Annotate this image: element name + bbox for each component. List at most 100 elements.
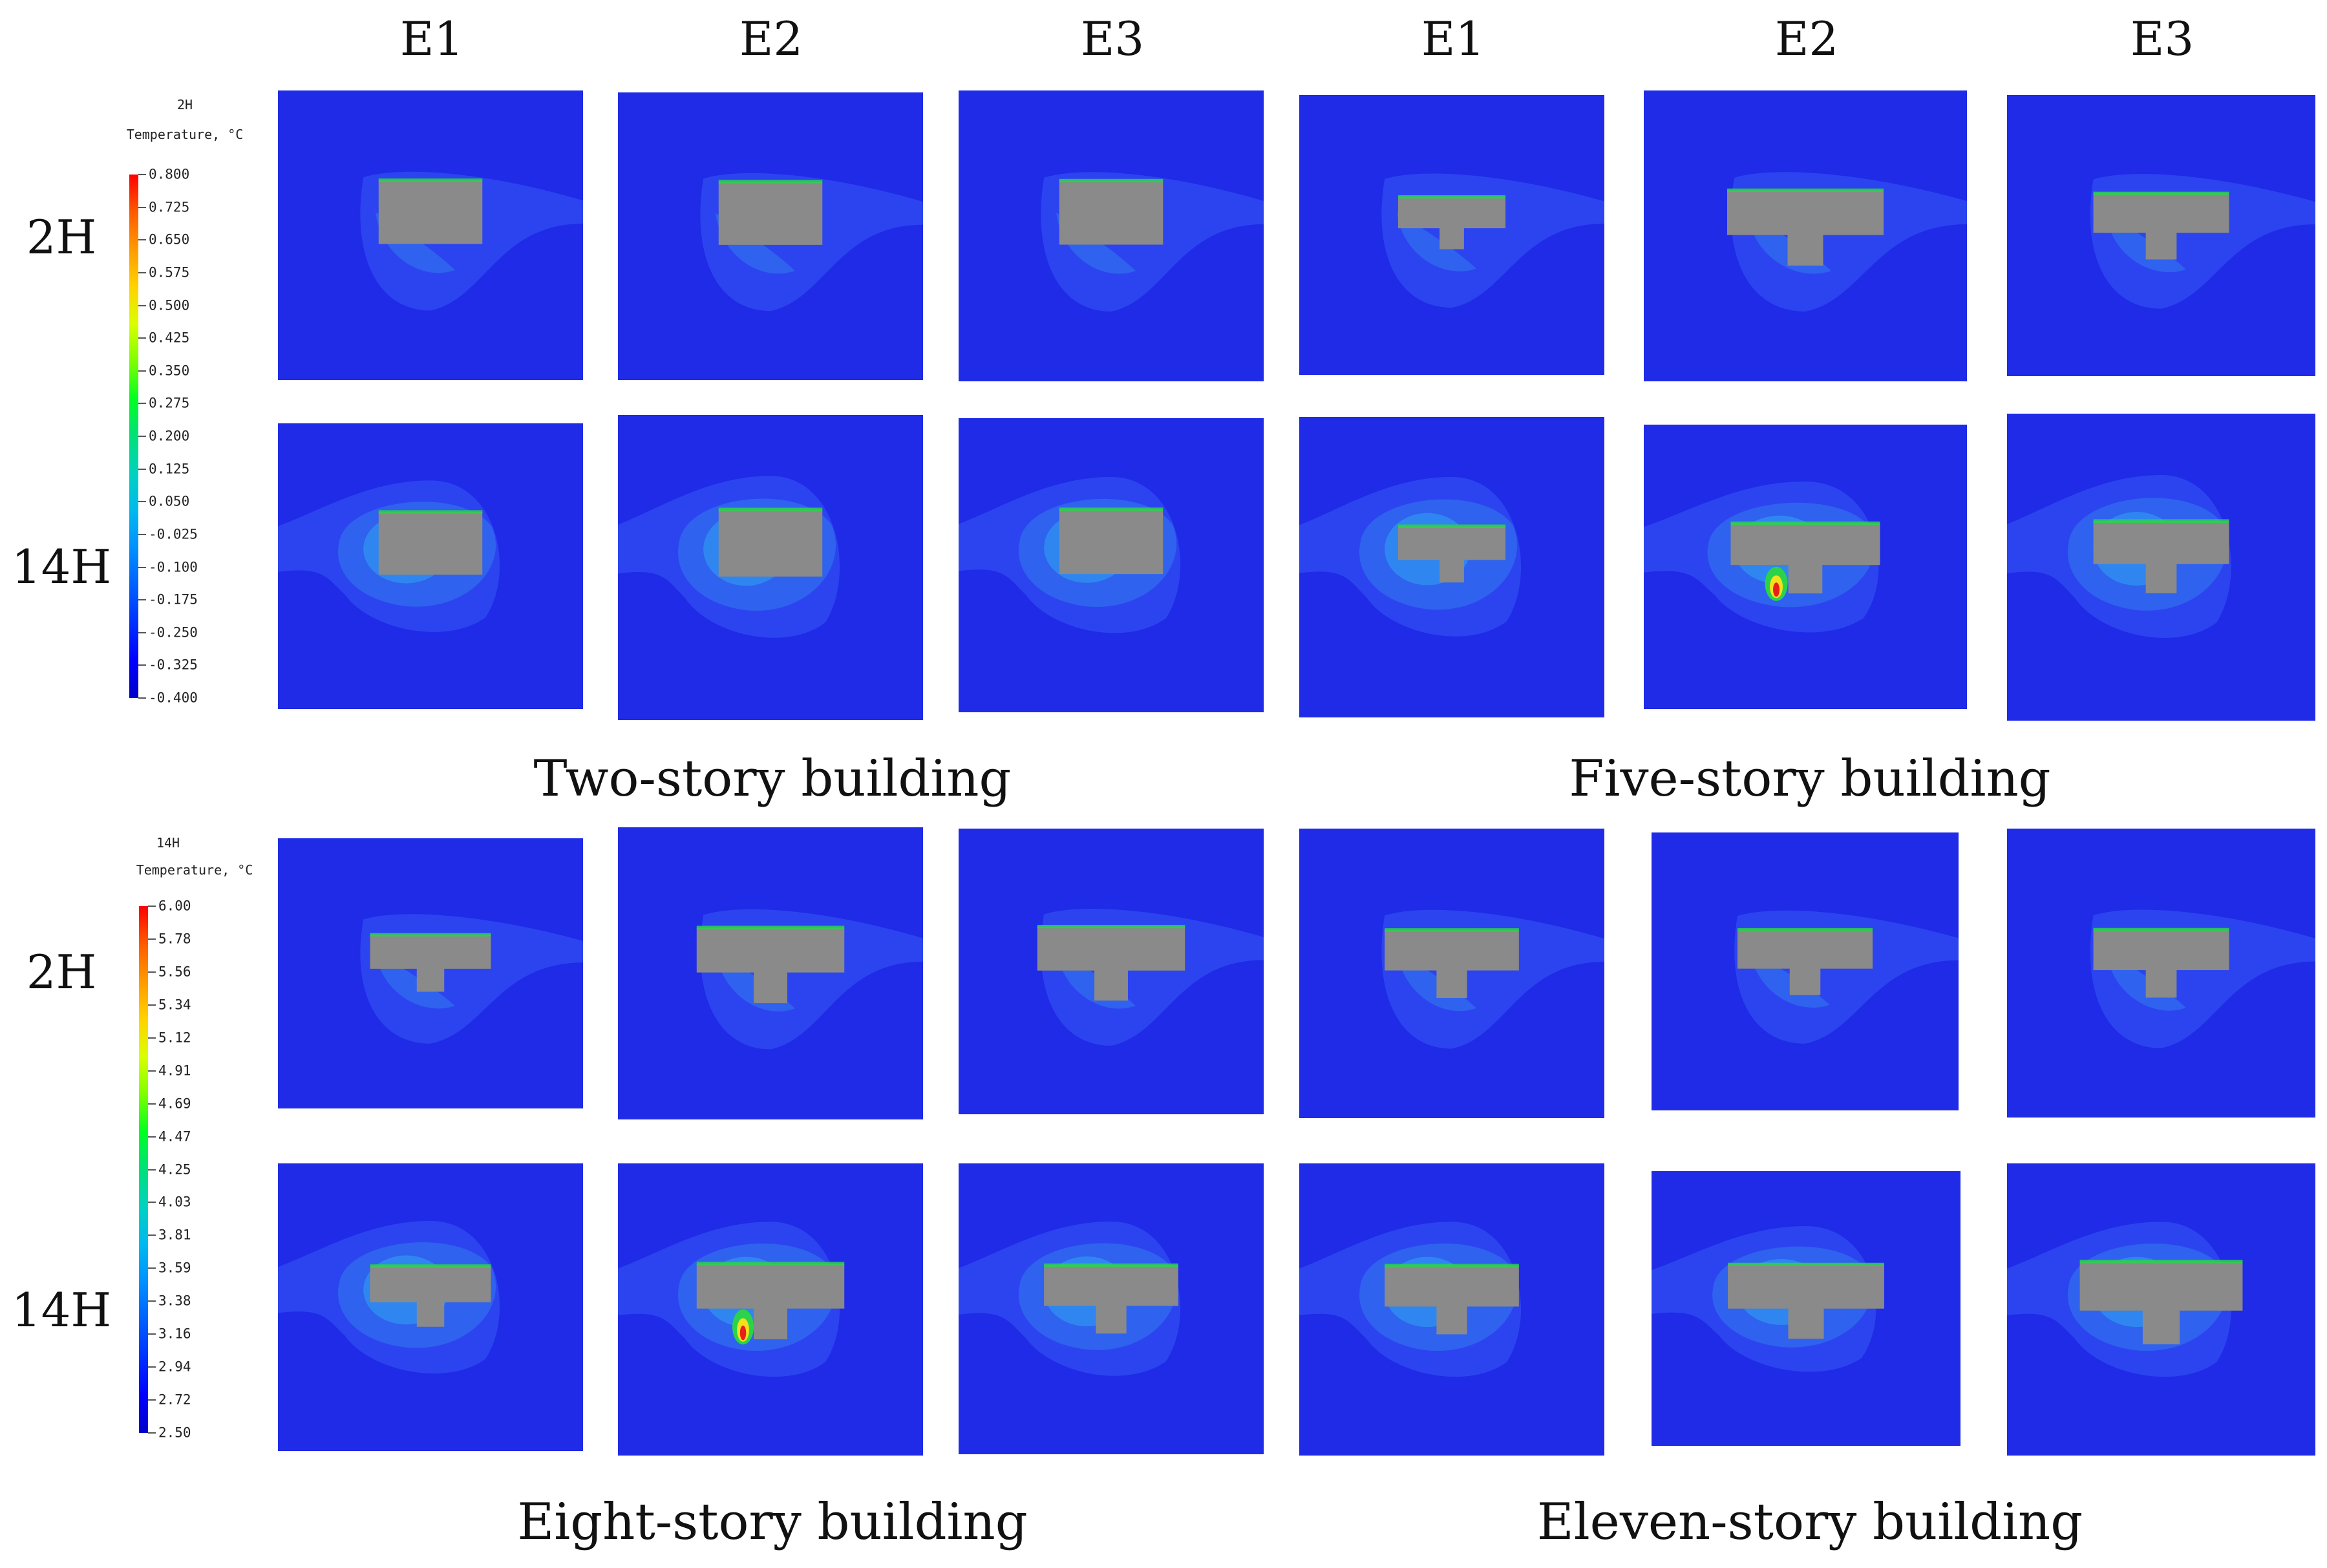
caption-eleven-story: Eleven-story building (1536, 1493, 2083, 1551)
legend-tick (148, 1070, 156, 1072)
hot-edge (2093, 191, 2229, 195)
legend-tick (138, 206, 146, 208)
contour-panel-two-story-2h-e1 (278, 90, 583, 380)
hot-edge (370, 933, 491, 937)
legend-tick-label: 0.350 (149, 363, 190, 379)
column-header-e1-left: E1 (399, 12, 464, 66)
legend-tick (148, 1234, 156, 1236)
hot-spot-red (739, 1325, 747, 1340)
contour-panel-eleven-story-2h-e1 (1299, 829, 1604, 1118)
legend-tick-label: 2.94 (158, 1359, 191, 1375)
building-footprint (370, 1266, 491, 1302)
hot-edge (696, 926, 845, 929)
contour-panel-eleven-story-2h-e3 (2007, 829, 2315, 1118)
building-wing (1789, 967, 1821, 995)
hot-edge (370, 1264, 491, 1268)
legend-tick-label: 3.81 (158, 1227, 191, 1243)
legend-tick (138, 239, 146, 241)
building-footprint (2093, 521, 2229, 564)
legend-tick (148, 1169, 156, 1171)
building-wing (1436, 1305, 1467, 1335)
building-footprint (1397, 196, 1506, 229)
legend-tick-label: 6.00 (158, 898, 191, 914)
legend-tick-label: 0.050 (149, 493, 190, 509)
legend-tick (148, 1004, 156, 1006)
legend-tick (138, 697, 146, 699)
legend-tick (148, 1366, 156, 1368)
legend-tick (148, 938, 156, 940)
legend-tick-label: 2.72 (158, 1392, 191, 1408)
color-legend-2h: 2H Temperature, °C 0.800 0.725 0.650 0.575 0… (126, 97, 246, 711)
building-footprint (1737, 929, 1873, 969)
column-header-e1-right: E1 (1421, 12, 1485, 66)
building-footprint (1385, 929, 1519, 971)
contour-panel-two-story-14h-e2 (618, 415, 923, 720)
legend-tick-label: 0.425 (149, 330, 190, 346)
legend-tick (148, 1136, 156, 1138)
building-footprint (370, 935, 491, 969)
contour-panel-eight-story-14h-e3 (959, 1163, 1264, 1454)
legend-tick (148, 1037, 156, 1039)
legend-tick (148, 1202, 156, 1203)
legend-tick (138, 533, 146, 535)
legend-tick-label: -0.400 (149, 690, 198, 706)
hot-spot-red (1773, 582, 1780, 597)
legend-tick (148, 1399, 156, 1401)
building-wing (1096, 1304, 1127, 1334)
legend-tick (138, 370, 146, 372)
hot-edge (1059, 178, 1164, 183)
hot-edge (718, 180, 823, 184)
legend-tick (138, 599, 146, 601)
contour-panel-two-story-2h-e3 (959, 90, 1264, 381)
caption-five-story: Five-story building (1569, 750, 2051, 808)
legend-tick-label: 0.575 (149, 264, 190, 281)
legend-tick-label: -0.250 (149, 624, 198, 641)
building-footprint (1728, 1264, 1884, 1309)
legend-time-label: 14H (156, 835, 180, 851)
hot-edge (1737, 927, 1873, 932)
legend-tick (138, 174, 146, 175)
hot-edge (1397, 524, 1506, 529)
building-footprint (696, 1264, 845, 1309)
legend-variable-label: Temperature, °C (126, 127, 244, 142)
column-header-e3-right: E3 (2130, 12, 2194, 66)
contour-panel-eleven-story-14h-e1 (1299, 1163, 1604, 1456)
contour-panel-eight-story-2h-e2 (618, 827, 923, 1119)
hot-edge (1044, 1263, 1178, 1267)
color-legend-14h: 14H Temperature, °C 6.00 5.78 5.56 5.34 5.12… (136, 835, 255, 1449)
legend-tick-label: 4.25 (158, 1161, 191, 1177)
building-footprint (718, 509, 823, 577)
building-footprint (1044, 1265, 1178, 1306)
hot-edge (1059, 507, 1164, 511)
contour-panel-eight-story-14h-e1 (278, 1163, 583, 1451)
hot-edge (378, 178, 483, 182)
hot-edge (378, 510, 483, 514)
building-wing (754, 1307, 787, 1340)
hot-edge (1728, 1262, 1884, 1266)
legend-tick-label: 0.125 (149, 461, 190, 477)
building-wing (1788, 1307, 1824, 1339)
building-wing (2142, 1309, 2180, 1344)
contour-panel-eight-story-14h-e2 (618, 1163, 923, 1456)
building-wing (1787, 233, 1823, 266)
contour-panel-eleven-story-14h-e3 (2007, 1163, 2315, 1456)
building-footprint (2093, 929, 2229, 971)
caption-two-story: Two-story building (533, 750, 1012, 808)
contour-panel-two-story-2h-e2 (618, 92, 923, 380)
legend-tick (148, 1103, 156, 1105)
legend-tick-label: 0.275 (149, 395, 190, 411)
legend-tick-label: -0.325 (149, 657, 198, 673)
legend-tick-label: 0.725 (149, 199, 190, 215)
legend-tick (148, 906, 156, 907)
legend-colorbar (139, 906, 148, 1433)
hot-edge (1037, 924, 1185, 929)
hot-edge (1385, 928, 1519, 932)
legend-colorbar (129, 175, 138, 698)
building-footprint (1059, 180, 1164, 245)
building-footprint (2093, 193, 2229, 233)
building-footprint (378, 512, 483, 575)
building-wing (2145, 968, 2177, 998)
hot-edge (2079, 1260, 2243, 1264)
building-wing (1440, 558, 1464, 583)
contour-panel-eight-story-2h-e1 (278, 838, 583, 1108)
